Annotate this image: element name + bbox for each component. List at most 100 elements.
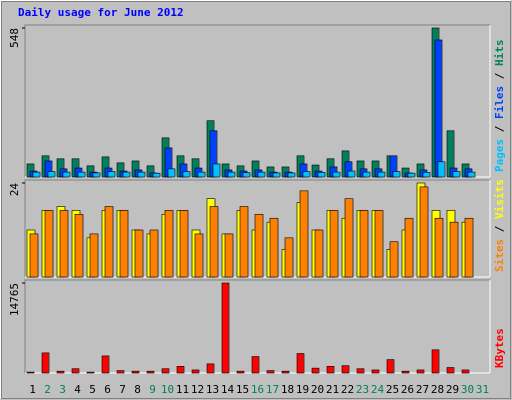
bar [326, 365, 335, 374]
bar [122, 171, 131, 178]
x-tick-label: 31 [476, 383, 489, 396]
y-tick-label: 14765 [8, 283, 21, 316]
bar [386, 359, 395, 374]
bar [359, 210, 369, 278]
x-tick-label: 4 [74, 383, 81, 396]
bar [212, 163, 221, 178]
bar [329, 210, 339, 278]
bar [461, 369, 470, 374]
bar [29, 233, 39, 278]
bar [314, 229, 324, 278]
x-tick-label: 28 [431, 383, 444, 396]
legend-entry: Files [493, 86, 506, 119]
bar [419, 186, 429, 278]
bar [266, 370, 275, 374]
x-tick-label: 26 [401, 383, 414, 396]
bar [317, 172, 326, 178]
bar [236, 370, 245, 374]
bar [362, 171, 371, 178]
bar [416, 369, 425, 374]
legend-entry: Hits [493, 40, 506, 67]
bar [74, 214, 84, 278]
bar [392, 171, 401, 178]
x-tick-label: 18 [281, 383, 294, 396]
bar [86, 371, 95, 374]
bar [71, 368, 80, 374]
bar [134, 229, 144, 278]
bar [191, 369, 200, 374]
bar [224, 233, 234, 278]
bar [197, 171, 206, 178]
bar [176, 365, 185, 374]
x-tick-label: 29 [446, 383, 459, 396]
bar [26, 371, 35, 374]
bar [137, 171, 146, 178]
bar [206, 363, 215, 374]
bar [434, 39, 443, 178]
bar [341, 365, 350, 374]
bar [116, 370, 125, 374]
bar [89, 233, 99, 278]
bar [149, 229, 159, 278]
bar [464, 217, 474, 278]
bar [446, 367, 455, 374]
bar [302, 171, 311, 178]
legend: Sites / Visits [493, 179, 506, 272]
x-tick-label: 23 [356, 383, 369, 396]
x-tick-label: 27 [416, 383, 429, 396]
chart-title: Daily usage for June 2012 [18, 6, 184, 19]
bar [251, 356, 260, 374]
legend-separator: / [493, 219, 506, 239]
bar [101, 355, 110, 374]
bar [431, 349, 440, 374]
bar [284, 237, 294, 278]
bar [347, 170, 356, 178]
bar [257, 171, 266, 178]
bar [119, 210, 129, 278]
bar [227, 171, 236, 178]
x-tick-label: 19 [296, 383, 309, 396]
legend-entry: Visits [493, 179, 506, 219]
bar [164, 210, 174, 278]
legend-entry: Pages [493, 139, 506, 172]
bar [104, 206, 114, 278]
x-tick-label: 2 [44, 383, 51, 396]
x-tick-label: 15 [236, 383, 249, 396]
bar [41, 352, 50, 374]
bar [299, 190, 309, 278]
bar [374, 210, 384, 278]
bar [254, 214, 264, 278]
bar [242, 172, 251, 178]
bar [59, 210, 69, 278]
y-tick-label: 24 [8, 183, 21, 197]
x-tick-label: 1 [29, 383, 36, 396]
bar [332, 171, 341, 178]
x-tick-label: 10 [161, 383, 174, 396]
x-tick-label: 20 [311, 383, 324, 396]
legend-entry: Sites [493, 239, 506, 272]
bar [167, 168, 176, 178]
bar [152, 172, 161, 178]
y-tick-label: 548 [8, 28, 21, 48]
bar [287, 172, 296, 178]
legend-separator: / [493, 119, 506, 139]
bar [194, 233, 204, 278]
bar [404, 217, 414, 278]
bar [107, 171, 116, 178]
bar [146, 370, 155, 374]
bar [131, 370, 140, 374]
legend: Pages / Files / Hits [493, 40, 506, 173]
x-tick-label: 11 [176, 383, 189, 396]
bar [47, 171, 56, 178]
x-tick-label: 13 [206, 383, 219, 396]
bar [344, 198, 354, 278]
bar [449, 221, 459, 278]
bar [467, 171, 476, 178]
x-tick-label: 25 [386, 383, 399, 396]
bar [221, 282, 230, 374]
x-tick-label: 14 [221, 383, 235, 396]
bar [311, 367, 320, 374]
x-tick-label: 9 [149, 383, 156, 396]
legend-separator: / [493, 66, 506, 86]
x-tick-label: 24 [371, 383, 385, 396]
